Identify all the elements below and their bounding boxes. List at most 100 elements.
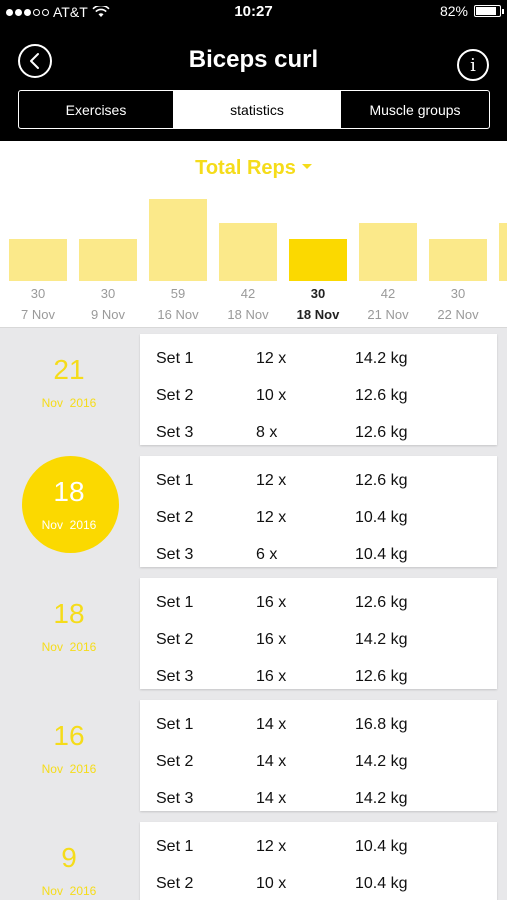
chart-area: Total Reps 30 7 Nov 30 9 Nov 59 16 Nov 42 18 No… [0, 141, 507, 328]
set-weight: 10.4 kg [355, 875, 408, 892]
selected-date-circle [22, 456, 119, 553]
session-row[interactable]: 21 Nov 2016 Set 1 12 x 14.2 kg Set 2 10 x 12.6 … [0, 328, 507, 445]
bar-value-label: 30 [450, 286, 466, 301]
sets-card: Set 1 12 x 12.6 kg Set 2 12 x 10.4 kg Set 3 6 x… [140, 456, 497, 567]
set-label: Set 3 [156, 546, 194, 563]
session-day: 21 [53, 354, 85, 385]
bar-date-label: 18 Nov [227, 307, 269, 322]
set-weight: 12.6 kg [355, 472, 408, 489]
set-reps: 14 x [256, 790, 287, 807]
session-row[interactable]: 9 Nov 2016 Set 1 12 x 10.4 kg Set 2 10 x 10.4 k… [0, 816, 507, 900]
signal-icon [6, 8, 49, 16]
chart-bar[interactable] [219, 223, 277, 281]
tab-bar: Exercises statistics Muscle groups [18, 90, 490, 129]
session-month-year: Nov 2016 [41, 884, 97, 898]
set-weight: 12.6 kg [355, 668, 408, 685]
set-row: Set 2 16 x 14.2 kg [140, 622, 497, 659]
chart-bar[interactable] [499, 223, 507, 281]
set-reps: 12 x [256, 472, 287, 489]
metric-selector[interactable]: Total Reps [0, 157, 507, 180]
session-date: 21 Nov 2016 [0, 328, 140, 440]
set-label: Set 2 [156, 875, 194, 892]
session-day: 9 [61, 842, 77, 873]
set-row: Set 3 8 x 12.6 kg [140, 415, 497, 452]
bar-date-label: 22 Nov [437, 307, 479, 322]
set-reps: 14 x [256, 753, 287, 770]
chart-bar[interactable] [359, 223, 417, 281]
session-day: 16 [53, 720, 85, 751]
session-date: 18 Nov 2016 [0, 450, 140, 562]
set-weight: 12.6 kg [355, 424, 408, 441]
set-label: Set 1 [156, 716, 194, 733]
set-weight: 12.6 kg [355, 387, 408, 404]
session-row[interactable]: 18 Nov 2016 Set 1 16 x 12.6 kg Set 2 16 x 14.2 … [0, 572, 507, 689]
session-row[interactable]: 18 Nov 2016 Set 1 12 x 12.6 kg Set 2 12 x 10.4 … [0, 450, 507, 567]
set-label: Set 3 [156, 424, 194, 441]
set-reps: 12 x [256, 350, 287, 367]
header: AT&T 10:27 82% Biceps curl i Exercises s… [0, 0, 507, 141]
session-list: 21 Nov 2016 Set 1 12 x 14.2 kg Set 2 10 x 12.6 … [0, 328, 507, 900]
set-label: Set 2 [156, 753, 194, 770]
set-weight: 10.4 kg [355, 509, 408, 526]
back-button[interactable] [18, 44, 52, 78]
chart-bar[interactable] [79, 239, 137, 281]
bar-value-label: 42 [380, 286, 396, 301]
bar-value-label: 30 [30, 286, 46, 301]
set-row: Set 3 6 x 10.4 kg [140, 537, 497, 574]
set-weight: 16.8 kg [355, 716, 408, 733]
set-row: Set 1 12 x 14.2 kg [140, 341, 497, 378]
chart-bar[interactable] [149, 199, 207, 281]
session-date: 16 Nov 2016 [0, 694, 140, 806]
set-row: Set 2 10 x 12.6 kg [140, 378, 497, 415]
bar-chart: 30 7 Nov 30 9 Nov 59 16 Nov 42 18 Nov 30 18 Nov 42… [0, 141, 507, 327]
set-reps: 14 x [256, 716, 287, 733]
set-row: Set 1 12 x 10.4 kg [140, 829, 497, 866]
chart-bar[interactable] [289, 239, 347, 281]
set-weight: 14.2 kg [355, 753, 408, 770]
chart-bar[interactable] [429, 239, 487, 281]
set-row: Set 1 12 x 12.6 kg [140, 463, 497, 500]
bar-date-label: 21 Nov [367, 307, 409, 322]
set-label: Set 2 [156, 387, 194, 404]
info-icon: i [470, 54, 476, 76]
set-weight: 14.2 kg [355, 631, 408, 648]
session-month-year: Nov 2016 [41, 396, 97, 410]
sets-card: Set 1 12 x 14.2 kg Set 2 10 x 12.6 kg Set 3 8 x… [140, 334, 497, 445]
bar-value-label: 30 [100, 286, 116, 301]
set-reps: 16 x [256, 594, 287, 611]
bar-value-label: 30 [310, 286, 326, 301]
set-label: Set 1 [156, 838, 194, 855]
set-row: Set 2 12 x 10.4 kg [140, 500, 497, 537]
session-row[interactable]: 16 Nov 2016 Set 1 14 x 16.8 kg Set 2 14 x 14.2 … [0, 694, 507, 811]
chevron-left-icon [30, 53, 39, 69]
tab-statistics[interactable]: statistics [174, 91, 341, 128]
chart-bar[interactable] [9, 239, 67, 281]
set-weight: 10.4 kg [355, 838, 408, 855]
set-reps: 16 x [256, 631, 287, 648]
set-label: Set 2 [156, 509, 194, 526]
set-reps: 6 x [256, 546, 278, 563]
session-month-year: Nov 2016 [41, 640, 97, 654]
set-weight: 14.2 kg [355, 350, 408, 367]
set-reps: 12 x [256, 509, 287, 526]
session-month-year: Nov 2016 [41, 762, 97, 776]
clock: 10:27 [234, 3, 273, 20]
battery-percent: 82% [439, 3, 468, 19]
caret-down-icon [301, 164, 312, 170]
bar-date-label: 18 Nov [296, 307, 340, 322]
bar-date-label: 16 Nov [157, 307, 199, 322]
tab-exercises[interactable]: Exercises [19, 91, 174, 128]
set-label: Set 1 [156, 350, 194, 367]
sets-card: Set 1 14 x 16.8 kg Set 2 14 x 14.2 kg Set 3 14 … [140, 700, 497, 811]
set-label: Set 2 [156, 631, 194, 648]
tab-muscle-groups[interactable]: Muscle groups [369, 101, 461, 118]
info-button[interactable]: i [457, 49, 489, 81]
set-row: Set 2 10 x 10.4 kg [140, 866, 497, 900]
set-reps: 10 x [256, 875, 287, 892]
bar-value-label: 42 [240, 286, 256, 301]
set-row: Set 3 16 x 12.6 kg [140, 659, 497, 696]
bar-date-label: 2 [493, 307, 507, 322]
session-month-year: Nov 2016 [41, 518, 97, 532]
set-row: Set 1 16 x 12.6 kg [140, 585, 497, 622]
